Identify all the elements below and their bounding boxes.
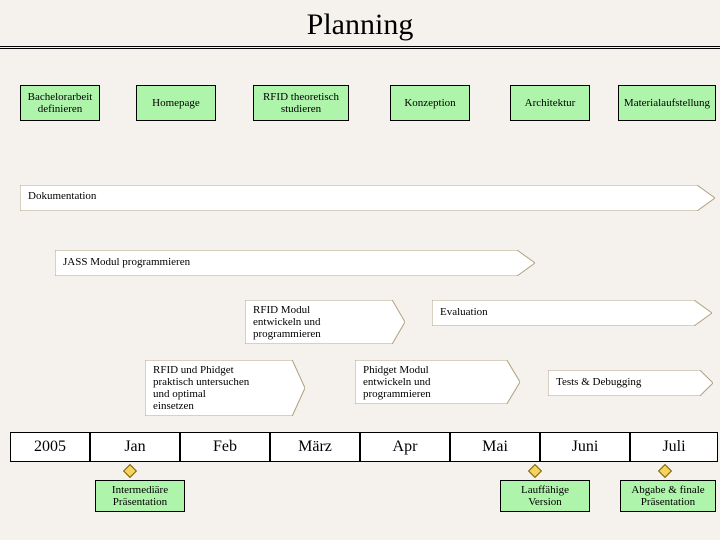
arrow-label-rfid-phidget: RFID und Phidget praktisch untersuchen u…	[153, 364, 249, 412]
page-title: Planning	[0, 0, 720, 46]
milestone-box-abgabe: Abgabe & finale Präsentation	[620, 480, 716, 512]
title-underline	[0, 46, 720, 49]
phase-box-rfid-theorie: RFID theoretisch studieren	[253, 85, 349, 121]
month-juli: Juli	[630, 432, 718, 462]
phase-box-homepage: Homepage	[136, 85, 216, 121]
arrow-label-dokumentation: Dokumentation	[28, 190, 96, 202]
milestone-diamond-abgabe	[658, 464, 672, 478]
phase-box-architektur: Architektur	[510, 85, 590, 121]
milestone-box-intermediaere: Intermediäre Präsentation	[95, 480, 185, 512]
phase-box-material: Materialaufstellung	[618, 85, 716, 121]
month-jan: Jan	[90, 432, 180, 462]
phase-box-konzeption: Konzeption	[390, 85, 470, 121]
arrow-label-jass: JASS Modul programmieren	[63, 256, 190, 268]
phase-box-bachelorarbeit: Bachelorarbeit definieren	[20, 85, 100, 121]
month-marz: März	[270, 432, 360, 462]
month-mai: Mai	[450, 432, 540, 462]
arrow-label-phidget-modul: Phidget Modul entwickeln und programmier…	[363, 364, 431, 400]
month-2005: 2005	[10, 432, 90, 462]
month-apr: Apr	[360, 432, 450, 462]
milestone-diamond-intermediaere	[123, 464, 137, 478]
arrow-dokumentation	[20, 185, 715, 211]
month-juni: Juni	[540, 432, 630, 462]
month-feb: Feb	[180, 432, 270, 462]
milestone-box-lauffaehig: Lauffähige Version	[500, 480, 590, 512]
milestone-diamond-lauffaehig	[528, 464, 542, 478]
arrow-label-rfid-modul: RFID Modul entwickeln und programmieren	[253, 304, 321, 340]
arrow-label-evaluation: Evaluation	[440, 306, 488, 318]
arrow-label-tests: Tests & Debugging	[556, 376, 641, 388]
